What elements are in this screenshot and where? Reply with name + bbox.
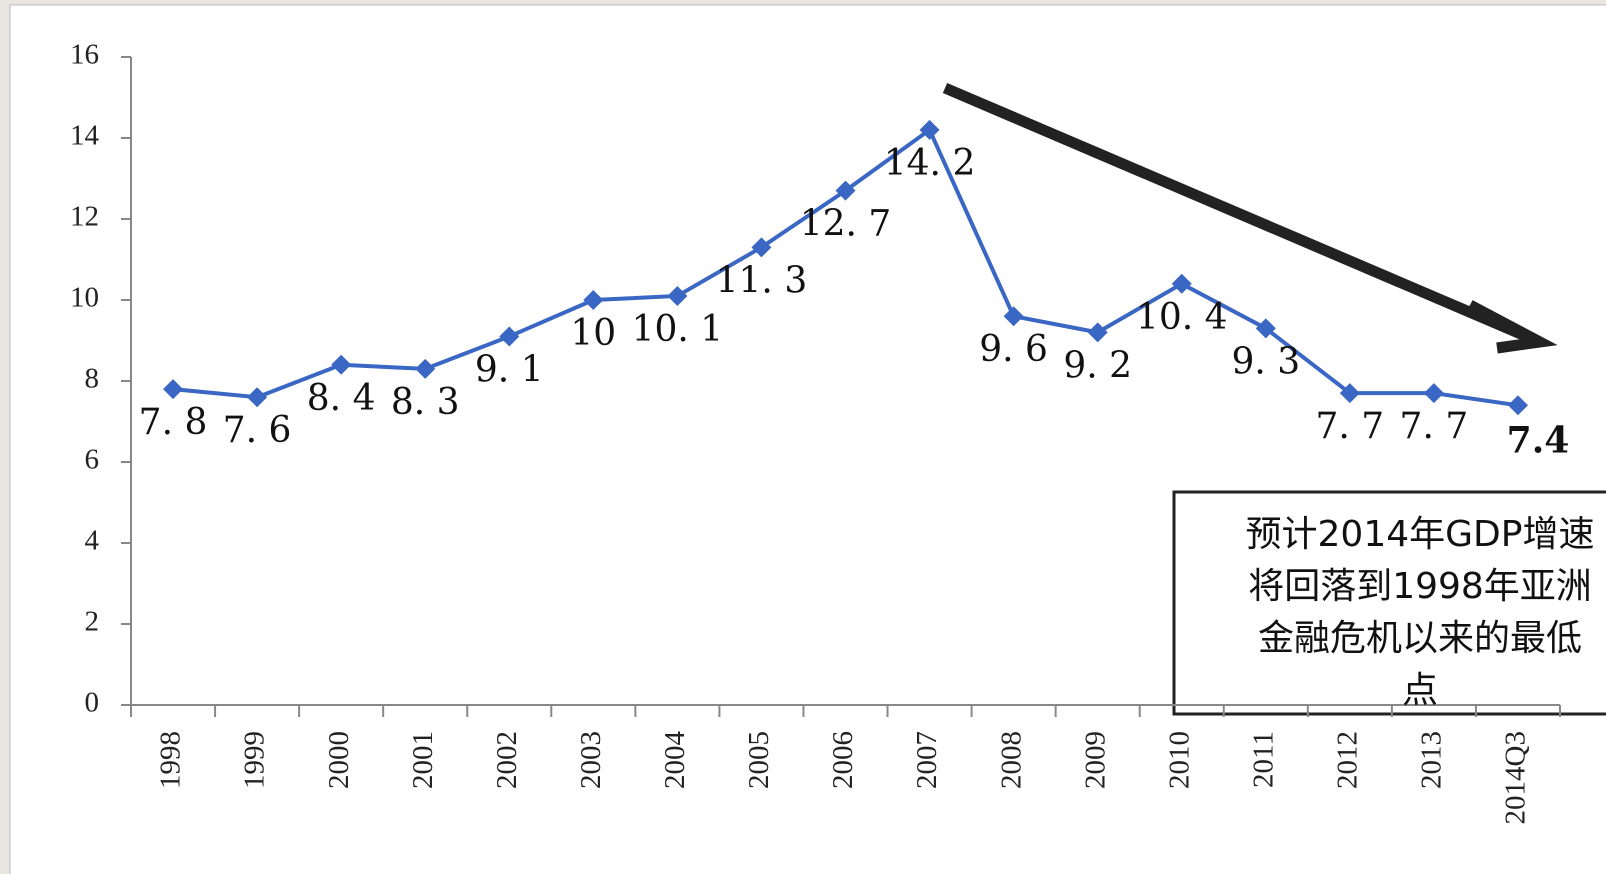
chart-area (9, 4, 1606, 874)
value-label: 7. 6 (223, 410, 292, 451)
x-tick-label: 2001 (407, 731, 439, 789)
value-label: 10. 4 (1136, 297, 1228, 338)
y-tick-label: 16 (70, 39, 99, 71)
y-tick-label: 14 (70, 120, 100, 152)
value-label: 9. 2 (1063, 345, 1132, 386)
point (919, 119, 940, 140)
value-label: 10 (570, 313, 616, 354)
point (415, 358, 436, 379)
value-label: 9. 1 (475, 349, 544, 390)
annotation-box (1172, 490, 1606, 716)
value-label: 8. 4 (307, 378, 376, 419)
x-tick-label: 2006 (827, 731, 859, 789)
point (1423, 383, 1444, 404)
annotation-line: 点 (1402, 670, 1438, 711)
arrow-head (1467, 300, 1558, 354)
x-tick-label: 2003 (575, 731, 607, 789)
value-label: 9. 3 (1231, 341, 1300, 382)
value-label: 7.4 (1507, 419, 1570, 461)
x-tick-label: 2004 (659, 731, 691, 790)
trend-arrow (942, 82, 1558, 354)
x-tick-label: 2000 (323, 731, 355, 789)
point (1087, 322, 1108, 343)
point (163, 379, 184, 400)
point (1255, 318, 1276, 339)
x-tick-label: 2012 (1332, 731, 1364, 789)
x-tick-label: 2013 (1416, 731, 1448, 789)
x-tick-label: 2010 (1163, 731, 1195, 789)
y-tick-label: 2 (85, 606, 100, 638)
point (751, 237, 772, 258)
point (835, 180, 856, 201)
value-label: 9. 6 (979, 329, 1048, 370)
value-label: 7. 8 (139, 402, 208, 443)
x-tick-label: 1998 (155, 731, 187, 789)
x-tick-label: 2007 (911, 731, 943, 789)
y-tick-label: 10 (70, 282, 99, 314)
arrow-shaft (942, 82, 1538, 346)
x-tick-label: 2014Q3 (1500, 731, 1532, 824)
value-label: 12. 7 (800, 204, 892, 245)
y-tick-label: 8 (85, 363, 100, 395)
point (1003, 306, 1024, 327)
x-tick-label: 2008 (995, 731, 1027, 789)
point (331, 354, 352, 375)
point (1507, 395, 1528, 416)
annotation-line: 将回落到1998年亚洲 (1248, 566, 1592, 607)
point (1339, 383, 1360, 404)
point (667, 285, 688, 306)
y-tick-label: 0 (85, 687, 100, 719)
y-tick-label: 12 (70, 201, 99, 233)
x-tick-label: 2011 (1247, 731, 1279, 788)
x-tick-label: 2009 (1079, 731, 1111, 789)
annotation-line: 预计2014年GDP增速 (1246, 514, 1595, 555)
point (1171, 273, 1192, 294)
y-tick-label: 4 (85, 525, 100, 557)
x-tick-label: 2005 (743, 731, 775, 789)
value-label: 11. 3 (716, 260, 808, 301)
x-tick-label: 2002 (491, 731, 523, 789)
point (499, 326, 520, 347)
value-label: 7. 7 (1400, 406, 1469, 447)
value-label: 8. 3 (391, 382, 460, 423)
point (247, 387, 268, 408)
value-label: 7. 7 (1316, 406, 1385, 447)
annotation-line: 金融危机以来的最低 (1258, 618, 1582, 659)
point (583, 290, 604, 310)
y-tick-label: 6 (85, 444, 100, 476)
value-label: 14. 2 (884, 143, 976, 184)
x-tick-label: 1999 (239, 731, 271, 789)
value-label: 10. 1 (632, 309, 724, 350)
